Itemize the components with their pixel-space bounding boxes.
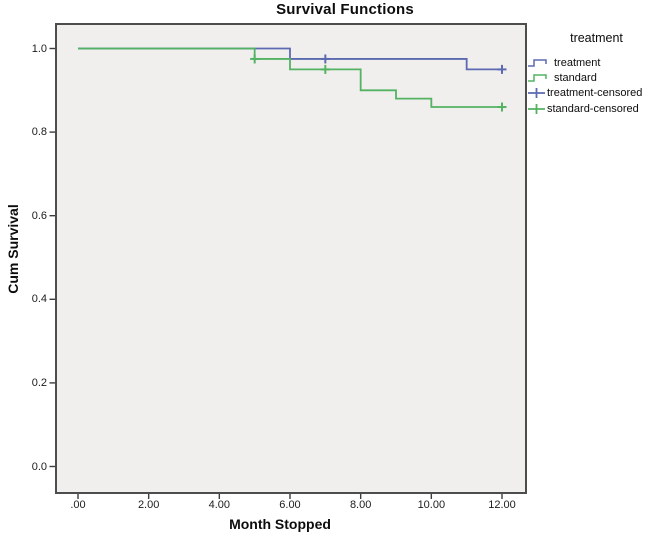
y-tick-label: 0.6 xyxy=(31,209,47,222)
x-tick-label: 12.00 xyxy=(488,499,516,511)
legend-item-label: treatment-censored xyxy=(547,87,643,100)
standard-censor-mark xyxy=(497,102,507,112)
legend-item: treatment xyxy=(527,55,666,70)
standard-censor-mark xyxy=(250,54,260,64)
y-tick-label: 0.4 xyxy=(31,293,47,306)
x-tick-label: 6.00 xyxy=(279,499,301,511)
legend-title: treatment xyxy=(570,31,623,45)
treatment-censor-mark xyxy=(497,64,507,74)
plus-censor-icon xyxy=(528,103,545,114)
legend-item: standard-censored xyxy=(527,101,666,116)
legend-items: treatment standard treatment-censored stand… xyxy=(527,55,666,117)
y-tick-label: 0.8 xyxy=(31,126,47,139)
legend-item: standard xyxy=(527,70,666,85)
legend-item-label: standard-censored xyxy=(547,102,639,115)
legend: treatment treatment standard treatment-cen… xyxy=(527,31,666,117)
legend-item: treatment-censored xyxy=(527,86,666,101)
x-tick-label: 10.00 xyxy=(417,499,446,511)
standard-censor-mark xyxy=(320,64,330,74)
x-axis-title: Month Stopped xyxy=(229,516,331,532)
x-tick-label: 2.00 xyxy=(137,499,160,511)
x-tick-label: .00 xyxy=(70,499,86,511)
chart-title: Survival Functions xyxy=(276,1,414,18)
legend-item-label: standard xyxy=(554,72,597,85)
x-tick-label: 4.00 xyxy=(208,499,231,511)
step-line-icon xyxy=(528,58,547,67)
y-tick-label: 0.0 xyxy=(31,460,47,473)
legend-item-label: treatment xyxy=(554,56,601,69)
step-line-icon xyxy=(528,74,547,82)
y-tick-label: 0.2 xyxy=(31,376,47,389)
plus-censor-icon xyxy=(528,88,545,99)
y-axis-title: Cum Survival xyxy=(5,204,21,294)
treatment-censor-mark xyxy=(320,54,330,64)
plot-frame xyxy=(55,23,527,494)
y-tick-label: 1.0 xyxy=(31,42,47,55)
x-tick-label: 8.00 xyxy=(349,499,372,511)
